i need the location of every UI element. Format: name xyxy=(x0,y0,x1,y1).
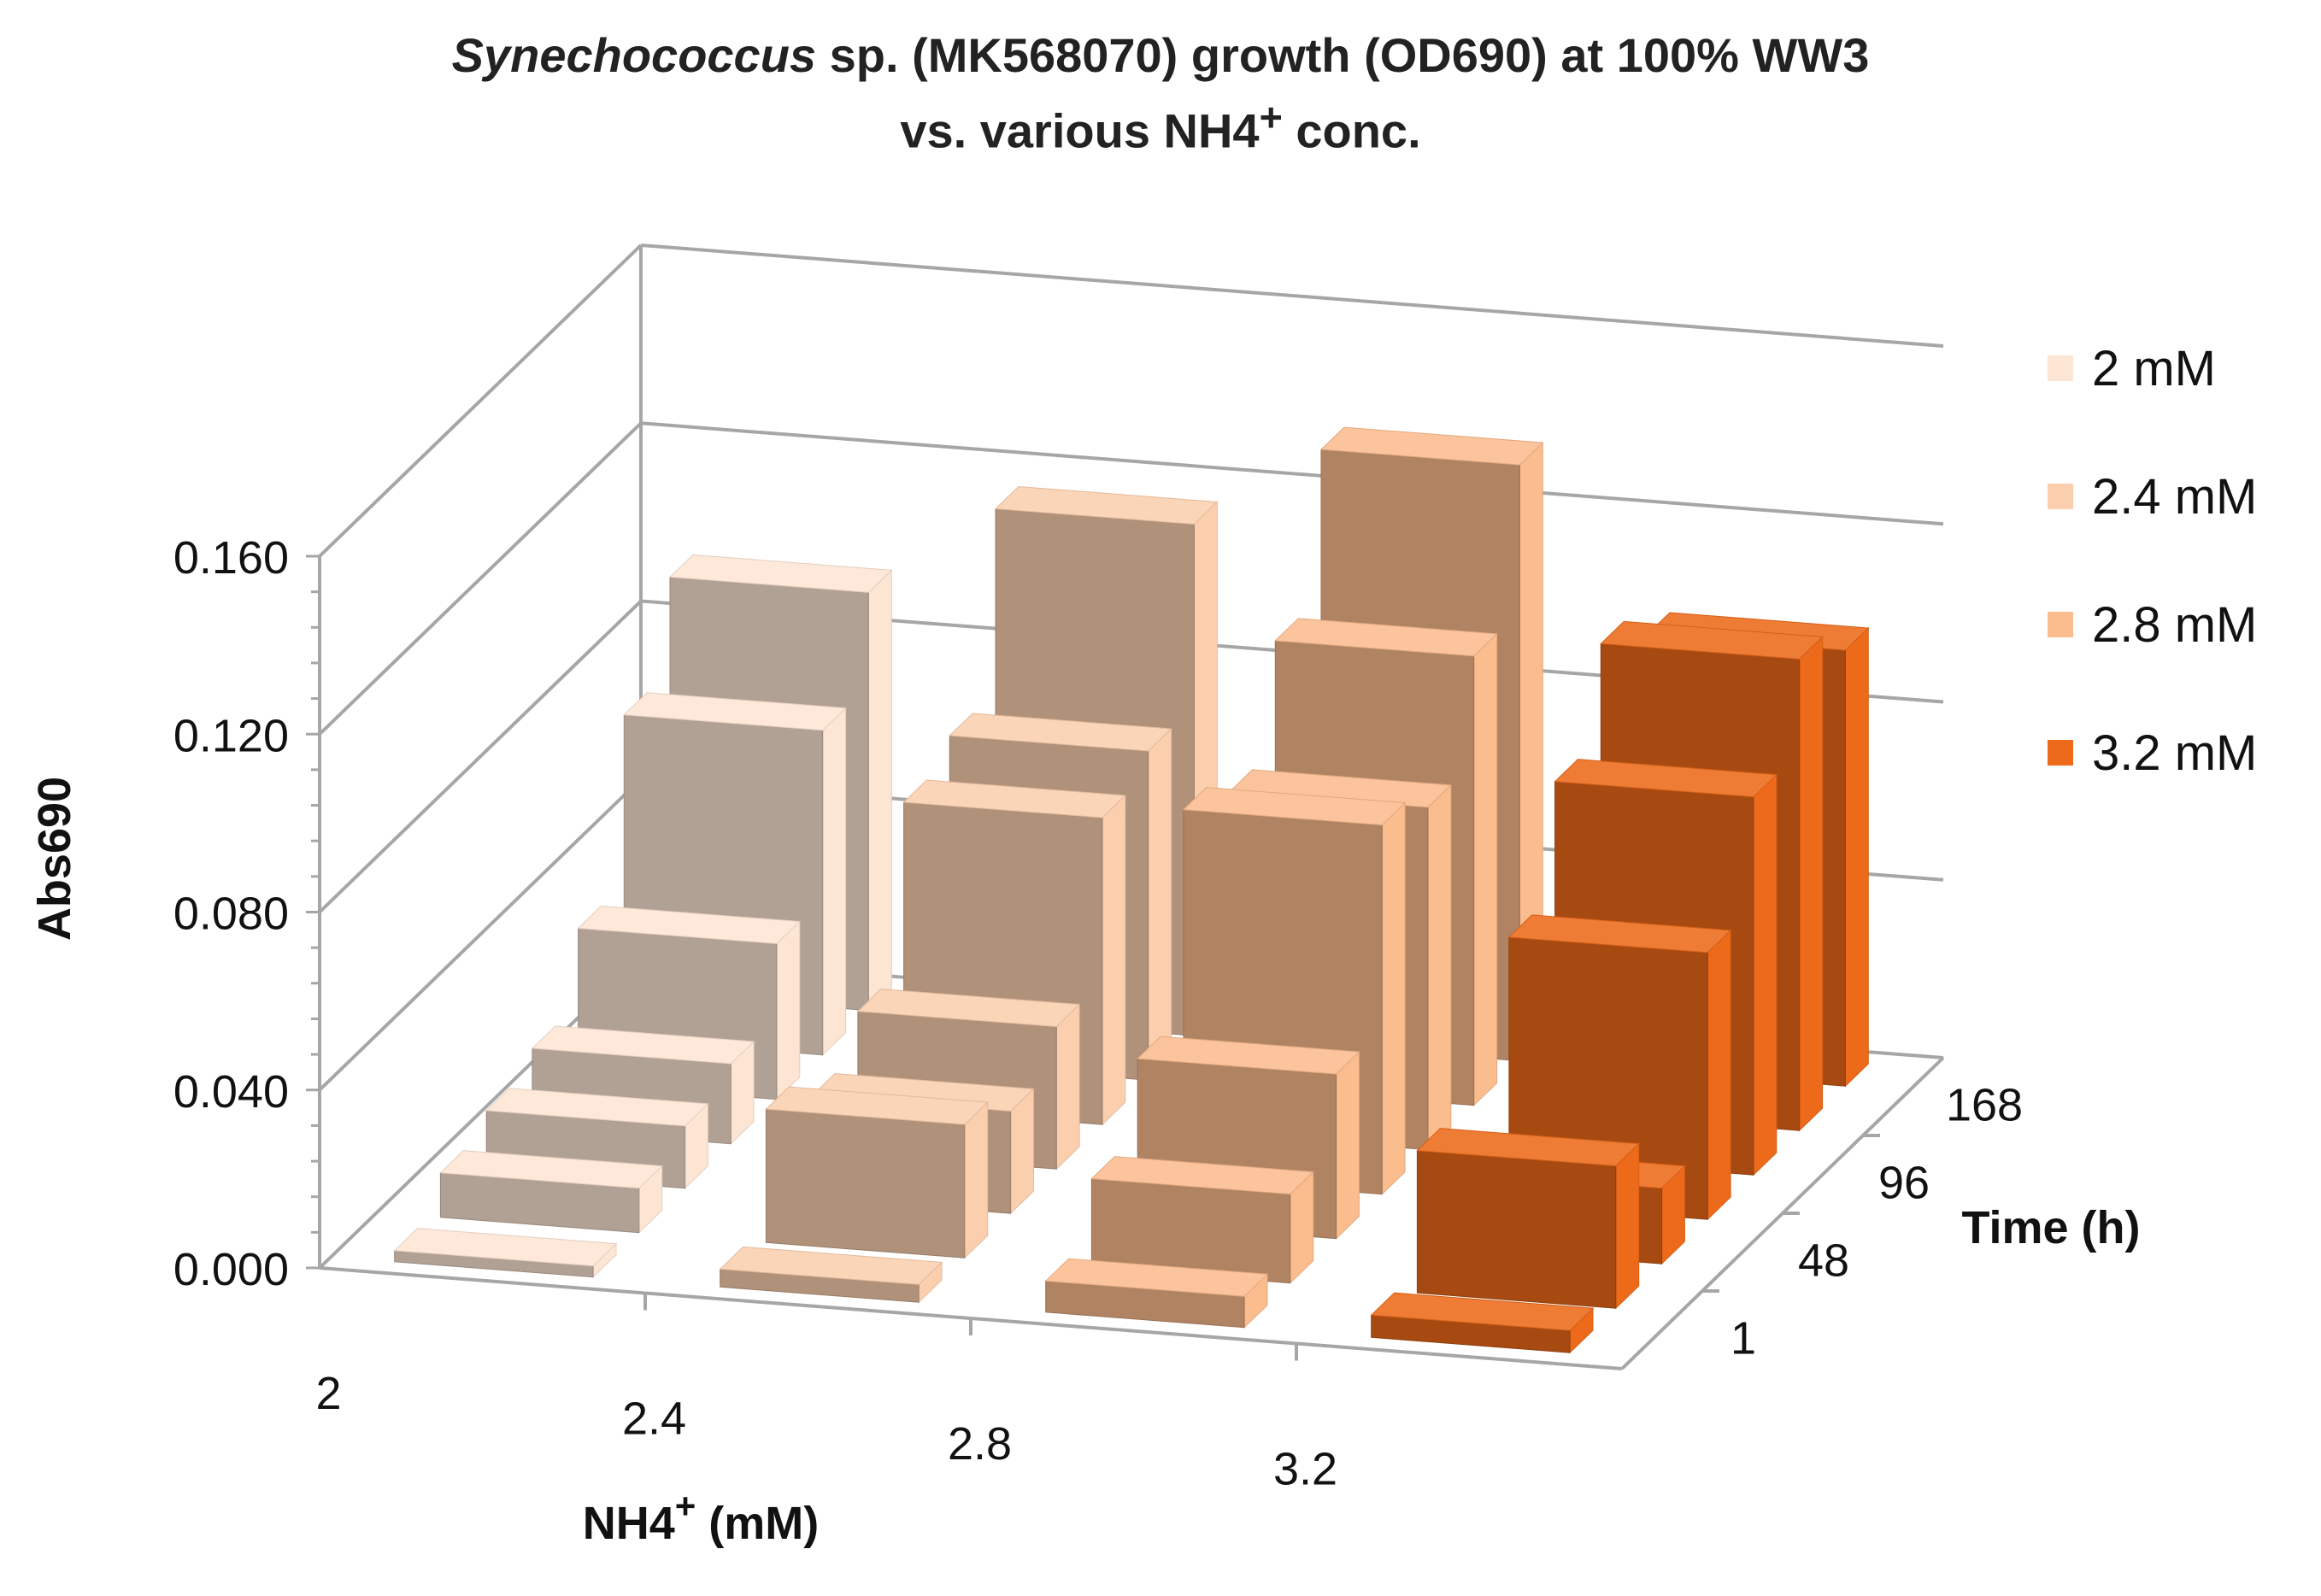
legend-item: 2 mM xyxy=(2048,304,2257,432)
chart-title-line2-post: conc. xyxy=(1282,103,1421,158)
bar-side xyxy=(1473,632,1498,1106)
bar-top xyxy=(949,713,1172,752)
bar-top xyxy=(765,1086,989,1125)
bar-side xyxy=(867,569,892,1012)
depth-tick-label: 96 xyxy=(1878,1158,1930,1209)
x-tick-label: 3.2 xyxy=(1273,1443,1337,1494)
gridline-back xyxy=(640,244,1944,348)
bar-side xyxy=(1427,783,1452,1151)
legend-swatch xyxy=(2048,355,2073,381)
y-tick-label: 0.000 xyxy=(173,1244,289,1295)
legend-item: 2.4 mM xyxy=(2048,432,2257,560)
chart-title-italic: Synechococcus xyxy=(451,28,817,82)
y-tick-label: 0.160 xyxy=(173,532,289,584)
bar-top xyxy=(439,1150,663,1189)
bar-top xyxy=(577,905,801,945)
chart-labels: 0.000 0.040 0.080 0.120 0.160 Abs690 2 2.4 2.8 3.… xyxy=(29,532,2141,1549)
chart-title-line2-sup: + xyxy=(1259,95,1283,139)
bar-3d xyxy=(393,1228,618,1278)
bar-top xyxy=(393,1228,618,1267)
bar-top xyxy=(1274,618,1498,657)
chart-legend: 2 mM 2.4 mM 2.8 mM 3.2 mM xyxy=(2048,304,2257,817)
depth-tick-label: 1 xyxy=(1730,1313,1756,1364)
bar-front xyxy=(1416,1150,1617,1309)
bar-side xyxy=(776,920,801,1100)
bar-top xyxy=(1044,1258,1269,1297)
legend-item: 2.8 mM xyxy=(2048,560,2257,689)
bar-side xyxy=(1753,773,1777,1176)
bar-top xyxy=(1554,759,1777,798)
bar-side xyxy=(1148,727,1172,1082)
legend-swatch xyxy=(2048,484,2073,509)
bar-side xyxy=(1055,1003,1080,1171)
bar-top xyxy=(1090,1156,1314,1195)
bar-side xyxy=(1844,626,1869,1088)
x-tick-label: 2.4 xyxy=(622,1393,686,1444)
bar-top xyxy=(1600,620,1824,660)
legend-item: 3.2 mM xyxy=(2048,689,2257,817)
x-tick-label: 2 xyxy=(315,1368,341,1419)
bar-top xyxy=(1182,787,1407,826)
x-tick-label: 2.8 xyxy=(948,1418,1012,1470)
bar-3d xyxy=(765,1086,989,1259)
bar-top xyxy=(1370,1292,1595,1331)
y-tick-label: 0.120 xyxy=(173,710,289,761)
depth-tick-label: 168 xyxy=(1946,1080,2023,1131)
bar-3d xyxy=(1416,1128,1640,1310)
bar-3d xyxy=(719,1246,943,1304)
legend-label: 2 mM xyxy=(2092,340,2216,396)
legend-label: 3.2 mM xyxy=(2092,725,2258,781)
bar-3d xyxy=(1044,1258,1269,1329)
chart-bars xyxy=(393,426,1870,1354)
bar-side xyxy=(1381,801,1406,1195)
x-axis-title: NH4+ (mM) xyxy=(583,1486,820,1549)
bar-top xyxy=(902,779,1126,819)
bar-side xyxy=(1615,1142,1640,1310)
bar-top xyxy=(485,1088,709,1127)
bar-top xyxy=(1507,914,1732,953)
legend-swatch xyxy=(2048,612,2073,637)
bar-top xyxy=(994,485,1219,525)
gridline-back xyxy=(640,421,1944,526)
bar-side xyxy=(1102,794,1126,1126)
chart-title-line2: vs. various NH4+ conc. xyxy=(0,94,2321,159)
bar-top xyxy=(531,1025,755,1065)
bar-top xyxy=(623,692,847,731)
depth-tick-label: 48 xyxy=(1798,1235,1849,1287)
gridline-left xyxy=(318,421,643,736)
gridline-left xyxy=(318,600,643,913)
bar-top xyxy=(668,554,893,593)
bar-side xyxy=(1799,636,1824,1132)
bar-top xyxy=(1137,1036,1360,1075)
chart-title-rest: sp. (MK568070) growth (OD690) at 100% WW… xyxy=(816,28,1870,82)
y-tick-label: 0.080 xyxy=(173,889,289,940)
bar-side xyxy=(964,1100,989,1259)
legend-swatch xyxy=(2048,740,2073,766)
chart-title-line2-pre: vs. various NH4 xyxy=(900,103,1260,158)
bar-top xyxy=(719,1246,943,1285)
bar-side xyxy=(1336,1050,1360,1240)
bar-front xyxy=(765,1108,966,1259)
bar-3d xyxy=(1370,1292,1595,1354)
y-axis-title: Abs690 xyxy=(29,777,80,941)
legend-label: 2.4 mM xyxy=(2092,468,2258,525)
depth-axis-title: Time (h) xyxy=(1961,1202,2140,1253)
bar-side xyxy=(822,707,847,1056)
gridline-left xyxy=(318,244,643,558)
legend-label: 2.8 mM xyxy=(2092,596,2258,653)
y-tick-label: 0.040 xyxy=(173,1066,289,1118)
bar-top xyxy=(1319,426,1544,466)
gridline-left xyxy=(318,777,643,1092)
bar-side xyxy=(1707,929,1731,1221)
bar-top xyxy=(856,989,1081,1028)
chart-title-line1: Synechococcus sp. (MK568070) growth (OD6… xyxy=(0,27,2321,83)
bar-3d xyxy=(439,1150,663,1234)
bar-3d xyxy=(1090,1156,1314,1284)
bar-top xyxy=(1416,1128,1640,1167)
